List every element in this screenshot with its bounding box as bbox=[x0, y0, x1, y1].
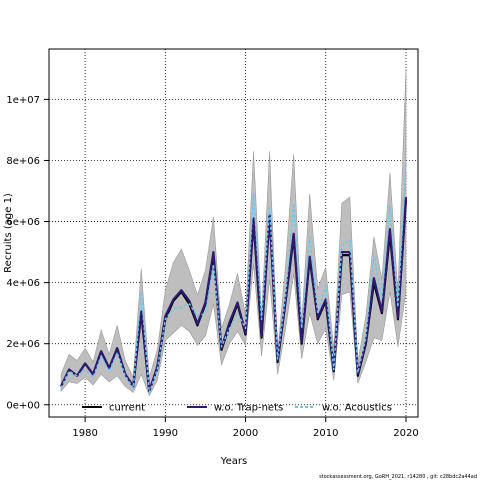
series-lines bbox=[60, 163, 408, 394]
legend: current w.o. Trap-nets w.o. Acoustics bbox=[82, 403, 392, 414]
x-axis-title: Years bbox=[220, 456, 247, 467]
legend-label-2: w.o. Acoustics bbox=[322, 403, 392, 414]
y-tick-label-5: 1e+07 bbox=[6, 95, 40, 106]
x-tick-label-3: 2010 bbox=[313, 428, 338, 439]
x-tick-label-4: 2020 bbox=[393, 428, 418, 439]
y-axis-title: Recruits (age 1) bbox=[3, 193, 14, 273]
y-tick-label-0: 0e+00 bbox=[6, 400, 40, 411]
series-line-1 bbox=[60, 197, 408, 393]
legend-label-0: current bbox=[109, 403, 145, 414]
y-tick-label-3: 6e+06 bbox=[6, 217, 40, 228]
confidence-band bbox=[60, 68, 407, 397]
x-tick-label-2: 2000 bbox=[233, 428, 258, 439]
y-tick-label-4: 8e+06 bbox=[6, 156, 40, 167]
series-line-2 bbox=[60, 163, 407, 394]
footer-note: stockassessment.org, GoRH_2021, r14280 ,… bbox=[319, 474, 477, 480]
x-tick-label-1: 1990 bbox=[153, 428, 178, 439]
plot-frame bbox=[48, 48, 419, 418]
axes: 1980 1990 2000 2010 2020 0e+00 2e+06 4e+06 6e+06… bbox=[6, 48, 419, 439]
confidence-band-area bbox=[60, 68, 407, 397]
y-tick-label-1: 2e+06 bbox=[6, 339, 40, 350]
legend-label-1: w.o. Trap-nets bbox=[214, 403, 283, 414]
x-tick-label-0: 1980 bbox=[72, 428, 97, 439]
y-tick-label-2: 4e+06 bbox=[6, 278, 40, 289]
